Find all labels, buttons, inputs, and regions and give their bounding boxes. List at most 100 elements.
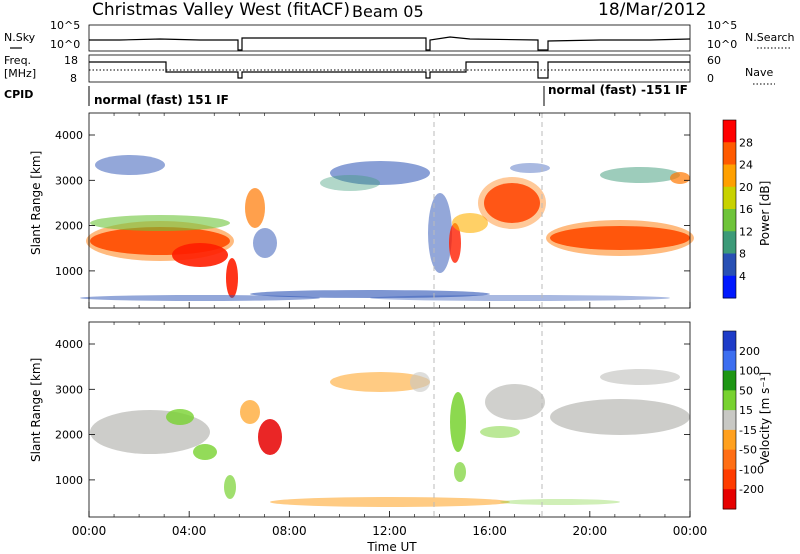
velocity-colorbar-tick: -15 (739, 424, 757, 437)
power-colorbar-label: Power [dB] (758, 181, 772, 246)
power-scatter-region (546, 220, 694, 256)
x-tick-label: 04:00 (172, 524, 207, 538)
power-colorbar-tick: 28 (739, 136, 753, 149)
nsky-tick-bottom: 10^0 (50, 38, 80, 51)
velocity-colorbar-swatch (723, 489, 736, 510)
nsearch-tick-bottom: 10^0 (707, 38, 737, 51)
nsearch-tick-top: 10^5 (707, 19, 737, 32)
power-y-tick-label: 3000 (55, 174, 83, 187)
power-y-tick-label: 1000 (55, 265, 83, 278)
velocity-colorbar-swatch (723, 410, 736, 431)
power-colorbar-swatch (723, 275, 736, 299)
x-tick-label: 12:00 (372, 524, 407, 538)
x-axis-label: Time UT (366, 540, 417, 554)
nave-tick-bottom: 0 (707, 72, 714, 85)
velocity-colorbar-swatch (723, 350, 736, 372)
freq-strip: Freq. [MHz] 18 8 60 0 Nave (4, 54, 775, 85)
x-tick-label: 08:00 (272, 524, 307, 538)
velocity-y-tick-label: 1000 (55, 474, 83, 487)
beam-label: Beam 05 (352, 2, 424, 21)
power-scatter-region (370, 295, 670, 301)
power-scatter-region (600, 167, 680, 183)
nsearch-label: N.Search (745, 31, 795, 44)
power-scatter-region (478, 177, 546, 229)
cpid-value-1: normal (fast) 151 IF (94, 93, 229, 107)
power-scatter-region (670, 172, 690, 184)
power-colorbar-swatch (723, 186, 736, 210)
power-colorbar-tick: 24 (739, 159, 753, 172)
power-colorbar-tick: 12 (739, 225, 753, 238)
power-frame (88, 112, 691, 309)
cpid-label: CPID (4, 88, 33, 101)
x-tick-label: 20:00 (573, 524, 608, 538)
power-scatter-region (452, 213, 488, 233)
freq-tick-top: 18 (64, 54, 78, 67)
date-label: 18/Mar/2012 (598, 0, 706, 20)
velocity-colorbar-tick: -100 (739, 463, 764, 476)
nave-tick-top: 60 (707, 54, 721, 67)
power-y-tick-label: 4000 (55, 129, 83, 142)
velocity-scatter-region (600, 369, 680, 385)
power-scatter-region (330, 161, 430, 185)
freq-tick-bottom: 8 (70, 72, 77, 85)
velocity-scatter-region (330, 372, 430, 392)
power-scatter-region (253, 228, 277, 258)
velocity-colorbar-swatch (723, 469, 736, 490)
power-colorbar-tick: 8 (739, 248, 746, 261)
velocity-colorbar-tick: -200 (739, 483, 764, 496)
power-colorbar-swatch (723, 209, 736, 232)
velocity-colorbar-label: Velocity [m s⁻¹] (758, 372, 772, 465)
velocity-colorbar: 200 100 50 15 -15 -50 -100 -200 (722, 330, 764, 510)
power-colorbar-frame (722, 119, 737, 299)
nsky-series-line (89, 36, 691, 51)
power-scatter-region (80, 295, 320, 301)
power-scatter-region (449, 223, 461, 263)
power-scatter-region (510, 163, 550, 173)
power-colorbar-swatch (723, 142, 736, 165)
power-colorbar-swatch (723, 164, 736, 188)
cpid-strip: CPID normal (fast) 151 IF normal (fast) … (4, 83, 688, 107)
velocity-y-tick-label: 3000 (55, 383, 83, 396)
velocity-colorbar-tick: 50 (739, 384, 753, 397)
freq-frame (88, 54, 691, 83)
power-colorbar: 28 24 20 16 12 8 4 (722, 119, 753, 299)
x-tick-label: 16:00 (472, 524, 507, 538)
velocity-scatter-region (500, 499, 620, 505)
nsky-strip: N.Sky 10^5 10^0 10^5 10^0 N.Search (4, 19, 795, 52)
velocity-y-tick-label: 4000 (55, 338, 83, 351)
nsky-label: N.Sky (4, 31, 36, 44)
power-colorbar-swatch (723, 253, 736, 277)
velocity-colorbar-tick: 100 (739, 365, 760, 378)
velocity-colorbar-swatch (723, 429, 736, 451)
velocity-colorbar-swatch (723, 331, 736, 352)
power-colorbar-swatch (723, 231, 736, 254)
station-title: Christmas Valley West (fitACF) (92, 0, 350, 20)
power-scatter-region (320, 175, 380, 191)
velocity-scatter-region (240, 400, 260, 424)
time-x-axis: 00:00 04:00 08:00 12:00 16:00 20:00 00:00 (72, 113, 708, 538)
velocity-colorbar-swatch (723, 370, 736, 391)
velocity-colorbar-frame (722, 330, 737, 510)
velocity-y-axis: 4000 3000 2000 1000 (55, 338, 690, 487)
freq-label: Freq. (4, 54, 31, 67)
velocity-scatter-region (550, 399, 690, 435)
velocity-colorbar-tick: -50 (739, 444, 757, 457)
velocity-scatter-region (485, 384, 545, 420)
freq-unit-label: [MHz] (4, 67, 36, 80)
power-scatter-region (428, 193, 452, 273)
power-scatter-region (95, 155, 165, 175)
velocity-panel: 4000 3000 2000 1000 Slant Range [km] 200 100… (29, 321, 772, 518)
x-tick-label: 00:00 (673, 524, 708, 538)
velocity-scatter-region (480, 426, 520, 438)
power-y-label: Slant Range [km] (29, 151, 43, 255)
cpid-value-2: normal (fast) -151 IF (548, 83, 688, 97)
power-scatter-region (90, 215, 230, 231)
velocity-y-tick-label: 2000 (55, 429, 83, 442)
power-colorbar-tick: 20 (739, 181, 753, 194)
power-data-area (80, 113, 694, 308)
velocity-colorbar-tick: 15 (739, 404, 753, 417)
power-y-axis: 4000 3000 2000 1000 (55, 129, 690, 278)
velocity-scatter-region (224, 475, 236, 499)
power-panel: 4000 3000 2000 1000 Slant Range [km] 28 24 20… (29, 112, 772, 309)
power-scatter-region (484, 183, 540, 223)
